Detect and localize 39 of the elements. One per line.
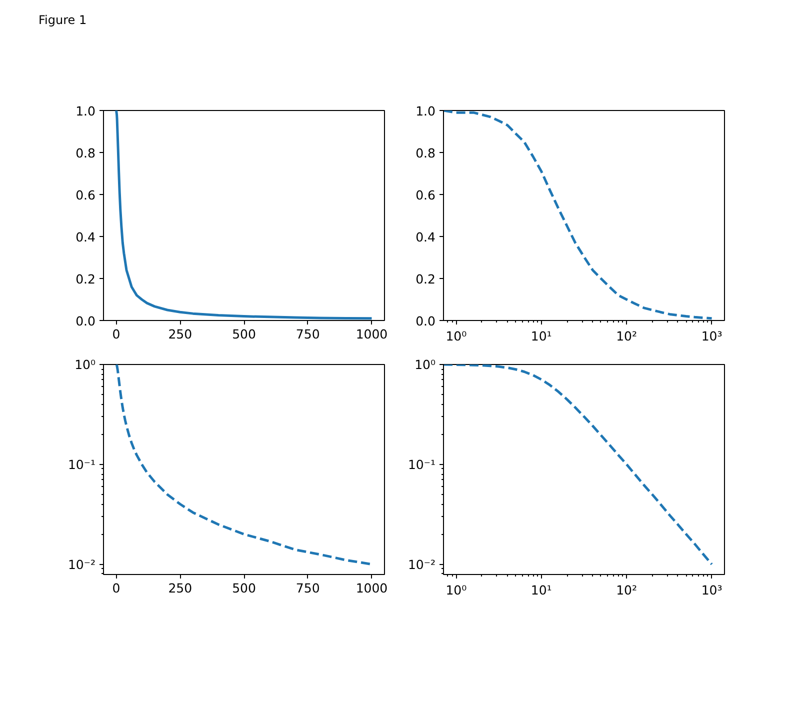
y-tick-label: 0.4 xyxy=(76,230,96,244)
y-tick-label: 10⁰ xyxy=(74,357,96,372)
y-tick-label: 0.4 xyxy=(416,230,436,244)
text: Figure 1 xyxy=(38,13,87,27)
y-tick-label: 10⁻² xyxy=(68,556,96,572)
x-tick-label: 250 xyxy=(168,580,192,596)
x-tick-label: 0 xyxy=(112,580,120,596)
y-tick-label: 0.6 xyxy=(76,188,96,202)
y-tick-label: 0.0 xyxy=(416,314,436,328)
x-tick-label: 10⁰ xyxy=(446,328,467,344)
y-tick-label: 10⁻¹ xyxy=(408,456,436,472)
y-tick-label: 0.8 xyxy=(416,146,436,160)
x-tick-label: 10³ xyxy=(701,328,722,344)
x-tick-label: 750 xyxy=(296,580,320,596)
line-series xyxy=(115,364,373,566)
x-tick-label: 10¹ xyxy=(530,328,552,344)
line-series xyxy=(115,110,373,320)
x-tick-label: 10² xyxy=(616,582,638,598)
x-tick-label: 10⁰ xyxy=(446,582,467,598)
x-tick-label: 250 xyxy=(168,326,192,342)
y-tick-label: 0.8 xyxy=(76,146,96,160)
y-tick-label: 0.6 xyxy=(416,188,436,202)
x-tick-label: 10³ xyxy=(701,582,722,598)
y-tick-label: 0.2 xyxy=(76,272,96,286)
y-tick-label: 0.2 xyxy=(416,272,436,286)
x-tick-label: 750 xyxy=(296,326,320,342)
x-tick-label: 10¹ xyxy=(530,582,552,598)
x-tick-label: 1000 xyxy=(356,580,388,596)
y-tick-label: 1.0 xyxy=(416,104,436,118)
y-tick-label: 1.0 xyxy=(76,104,96,118)
y-tick-label: 10⁰ xyxy=(414,357,436,372)
x-tick-label: 0 xyxy=(112,326,120,342)
x-tick-label: 1000 xyxy=(356,326,388,342)
y-tick-label: 0.0 xyxy=(76,314,96,328)
y-tick-label: 10⁻² xyxy=(408,556,436,572)
x-tick-label: 500 xyxy=(232,326,256,342)
x-tick-label: 500 xyxy=(232,580,256,596)
x-tick-label: 10² xyxy=(616,328,638,344)
y-tick-label: 10⁻¹ xyxy=(68,456,96,472)
